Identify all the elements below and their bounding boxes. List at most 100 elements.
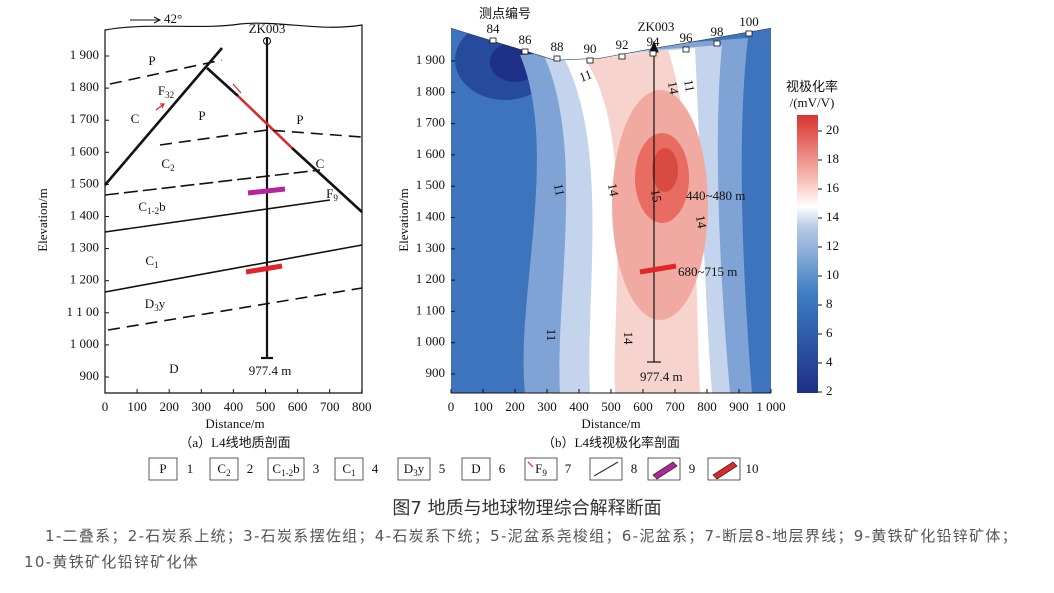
unit-label: C2 [161, 156, 174, 173]
unit-main: F [158, 83, 165, 98]
contour-label: 11 [551, 182, 568, 197]
x-tick-label: 1 000 [756, 399, 785, 414]
legend-number: 5 [439, 461, 446, 476]
unit-tail: b [293, 461, 300, 476]
y-tick-label: 1 600 [416, 146, 445, 161]
x-axis-label: Distance/m [205, 416, 264, 431]
x-tick-label: 500 [601, 399, 621, 414]
panel-caption: （a）L4线地质剖面 [179, 435, 290, 450]
unit-sub: 9 [333, 193, 338, 203]
legend-number: 2 [247, 461, 254, 476]
legend-number: 9 [689, 461, 696, 476]
unit-label: F9 [535, 461, 547, 478]
annotation: 680~715 m [678, 264, 737, 279]
x-tick-label: 200 [159, 399, 179, 414]
unit-label: C [316, 156, 325, 171]
unit-label: D [471, 461, 480, 476]
y-axis-label: Elevation/m [35, 188, 50, 252]
contour-label: 15 [648, 188, 665, 203]
compass: 42° [164, 11, 182, 26]
y-axis-label: Elevation/m [396, 188, 411, 252]
x-tick-label: 800 [697, 399, 717, 414]
legend-number: 6 [499, 461, 506, 476]
y-tick-label: 1 800 [70, 79, 99, 94]
unit-main: C [145, 253, 154, 268]
station-marker [586, 57, 594, 64]
legend-symbols [148, 457, 741, 481]
unit-main: F [326, 186, 333, 201]
unit-sub: 3 [154, 303, 159, 313]
contour-label: 14 [693, 214, 710, 230]
colorbar-tick-label: 4 [826, 354, 833, 369]
unit-label: P [198, 108, 205, 123]
colorbar-tick-label: 16 [826, 180, 840, 195]
station-marker [521, 48, 529, 55]
unit-main: F [535, 461, 542, 476]
contour-label: 14 [605, 182, 622, 198]
x-tick-label: 100 [127, 399, 147, 414]
station-marker [553, 55, 561, 62]
annotation: 440~480 m [686, 188, 745, 203]
y-tick-label: 900 [426, 365, 446, 380]
unit-main: P [148, 53, 155, 68]
unit-sub: 1-2 [281, 468, 293, 478]
unit-label: P [148, 53, 155, 68]
y-tick-label: 1 000 [70, 336, 99, 351]
colorbar-title: 视极化率 [786, 79, 838, 94]
colorbar-tick-label: 14 [826, 209, 840, 224]
unit-main: C [272, 461, 281, 476]
colorbar-tick-label: 2 [826, 383, 833, 398]
colorbar-tick-label: 20 [826, 122, 839, 137]
station-marker [618, 53, 626, 60]
contour-label: 11 [681, 78, 698, 93]
figure-note: 1-二叠系；2-石炭系上统；3-石炭系摆佐组；4-石炭系下统；5-泥盆系尧梭组；… [24, 527, 1019, 571]
y-tick-label: 1 100 [416, 302, 445, 317]
unit-sub: 2 [226, 468, 231, 478]
unit-main: P [198, 108, 205, 123]
colorbar-title: /(mV/V) [790, 95, 835, 110]
legend-number: 8 [631, 461, 638, 476]
y-tick-label: 1 500 [416, 177, 445, 192]
station-marker [489, 37, 497, 44]
station-title: 测点编号 [479, 6, 531, 21]
borehole-label: ZK003 [249, 21, 286, 36]
y-tick-label: 1 400 [416, 208, 445, 223]
unit-sub: 1 [154, 260, 159, 270]
unit-label: D3y [145, 296, 166, 313]
y-tick-label: 1 200 [416, 271, 445, 286]
unit-label: D3y [404, 461, 425, 478]
legend-number: 1 [187, 461, 194, 476]
legend-number: 4 [372, 461, 379, 476]
unit-main: P [296, 112, 303, 127]
unit-tail: y [159, 296, 166, 311]
unit-sub: 32 [165, 90, 174, 100]
unit-main: C [342, 461, 351, 476]
x-tick-label: 700 [320, 399, 340, 414]
station-number: 88 [551, 39, 564, 54]
x-tick-label: 300 [537, 399, 557, 414]
y-tick-label: 1 600 [70, 143, 99, 158]
unit-sub: 2 [170, 163, 175, 173]
station-number: 92 [616, 37, 629, 52]
unit-sub: 1-2 [147, 206, 159, 216]
x-tick-label: 600 [288, 399, 308, 414]
geology-section [104, 16, 363, 394]
unit-label: C1 [145, 253, 158, 270]
station-number: 94 [647, 34, 661, 49]
legend-number: 7 [565, 461, 572, 476]
unit-label: P [159, 461, 166, 476]
unit-main: C [316, 156, 325, 171]
colorbar-tick-label: 8 [826, 296, 833, 311]
unit-label: D [169, 361, 178, 376]
y-tick-label: 900 [80, 368, 100, 383]
contour-label: 11 [544, 329, 559, 342]
colorbar-tick-label: 18 [826, 151, 839, 166]
station-number: 90 [584, 41, 597, 56]
unit-main: C [131, 111, 140, 126]
x-tick-label: 600 [633, 399, 653, 414]
unit-main: D [404, 461, 413, 476]
unit-main: P [159, 461, 166, 476]
unit-label: C2 [217, 461, 230, 478]
y-tick-label: 1 1 00 [67, 304, 100, 319]
